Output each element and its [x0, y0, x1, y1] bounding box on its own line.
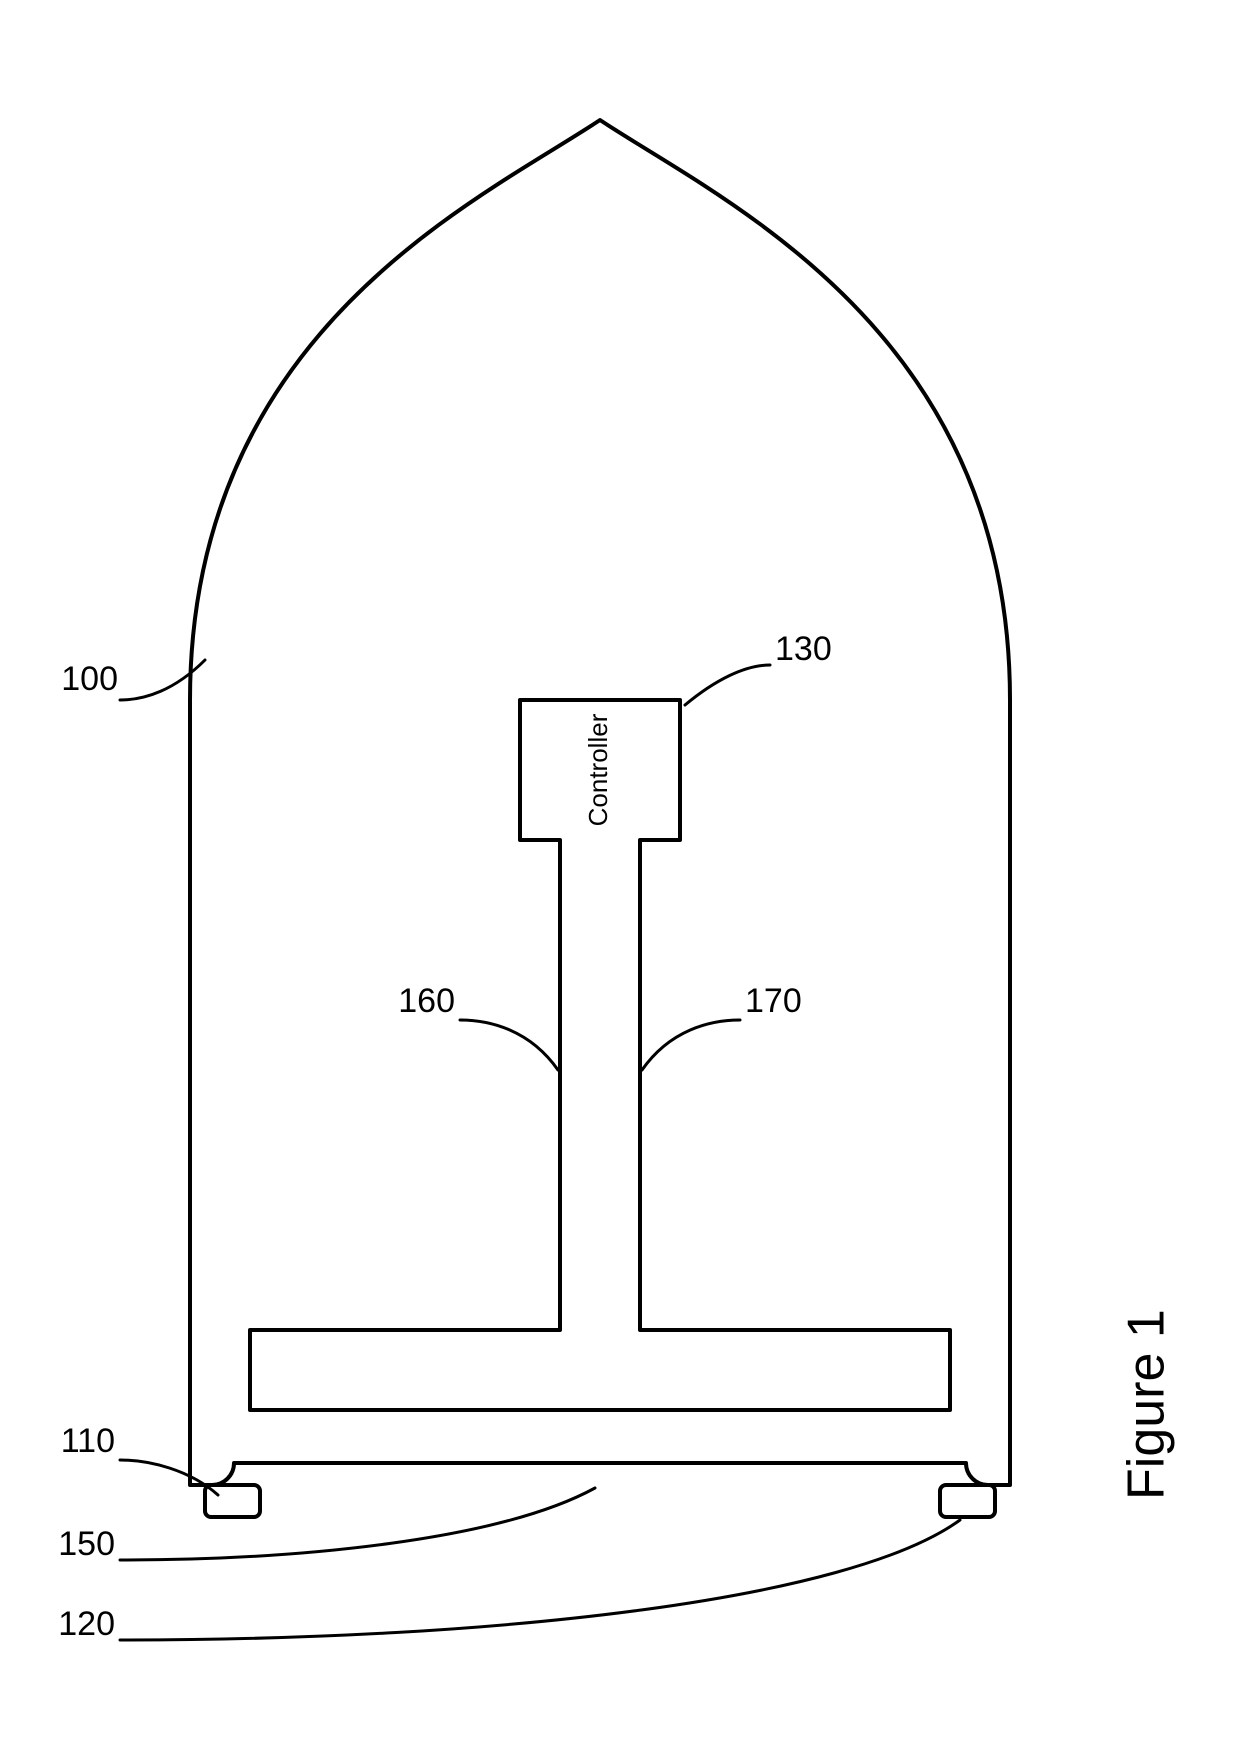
leader-170	[642, 1020, 740, 1070]
leader-150	[120, 1488, 595, 1560]
motor-right	[940, 1485, 995, 1517]
figure-caption: Figure 1	[1118, 1309, 1176, 1500]
leader-130	[685, 665, 770, 705]
patent-figure: Controller 100 130 160 170 110 150 120 F…	[0, 0, 1240, 1748]
ref-110: 110	[61, 1422, 115, 1460]
leader-160	[460, 1020, 558, 1070]
ref-150: 150	[58, 1525, 115, 1563]
controller-label: Controller	[583, 713, 613, 826]
ref-120: 120	[58, 1605, 115, 1643]
ref-170: 170	[745, 982, 802, 1020]
leader-120	[120, 1520, 960, 1640]
ref-130: 130	[775, 630, 832, 668]
ref-100: 100	[61, 660, 118, 698]
ref-160: 160	[398, 982, 455, 1020]
